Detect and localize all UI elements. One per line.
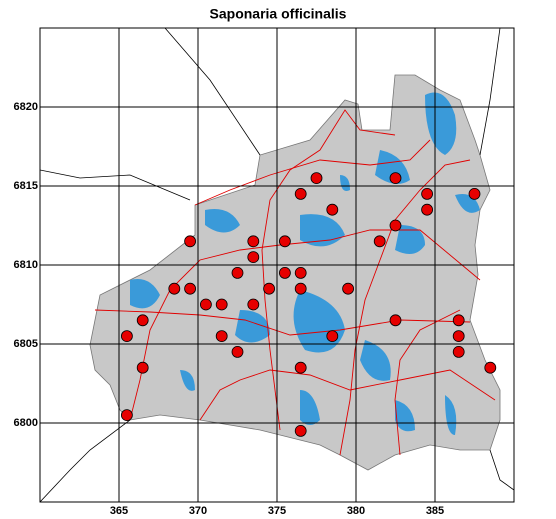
x-tick-label: 365 [110, 505, 128, 517]
occurrence-point [168, 282, 181, 295]
x-tick-label: 370 [189, 505, 207, 517]
occurrence-point [278, 235, 291, 248]
occurrence-point [389, 314, 402, 327]
x-tick-label: 375 [268, 505, 286, 517]
occurrence-point [310, 172, 323, 185]
occurrence-point [199, 298, 212, 311]
occurrence-point [421, 187, 434, 200]
x-tick-label: 380 [347, 505, 365, 517]
chart-title: Saponaria officinalis [210, 6, 347, 22]
occurrence-point [294, 266, 307, 279]
y-tick-label: 6800 [14, 417, 38, 429]
borders [40, 28, 514, 502]
occurrence-point [231, 345, 244, 358]
occurrence-point [136, 361, 149, 374]
occurrence-point [452, 314, 465, 327]
grid [40, 28, 514, 502]
y-tick-label: 6805 [14, 338, 38, 350]
occurrence-point [184, 282, 197, 295]
occurrence-point [294, 361, 307, 374]
occurrence-point [452, 345, 465, 358]
occurrence-point [215, 298, 228, 311]
occurrence-point [184, 235, 197, 248]
occurrence-point [278, 266, 291, 279]
occurrence-point [136, 314, 149, 327]
occurrence-point [326, 330, 339, 343]
occurrence-point [121, 409, 133, 422]
y-tick-label: 6810 [14, 259, 38, 271]
occurrence-point [389, 219, 402, 232]
occurrence-point [468, 187, 481, 200]
occurrence-point [373, 235, 386, 248]
map-frame [39, 27, 515, 503]
occurrence-point [247, 251, 260, 264]
occurrence-point [247, 298, 260, 311]
occurrence-point [231, 266, 244, 279]
occurrence-point [294, 187, 307, 200]
x-tick-label: 385 [426, 505, 444, 517]
occurrence-point [247, 235, 260, 248]
occurrence-point [294, 282, 307, 295]
points [121, 172, 497, 437]
occurrence-point [452, 330, 465, 343]
occurrence-point [389, 172, 402, 185]
y-tick-label: 6815 [14, 180, 38, 192]
occurrence-point [342, 282, 355, 295]
occurrence-point [263, 282, 276, 295]
y-tick-label: 6820 [14, 101, 38, 113]
occurrence-point [421, 203, 434, 216]
occurrence-point [215, 330, 228, 343]
occurrence-point [121, 330, 133, 343]
occurrence-point [484, 361, 497, 374]
occurrence-point [326, 203, 339, 216]
occurrence-point [294, 424, 307, 437]
